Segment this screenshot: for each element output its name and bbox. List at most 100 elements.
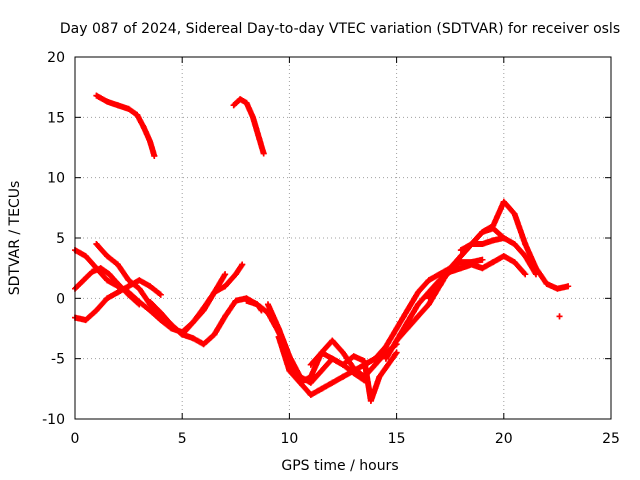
data-point (447, 265, 454, 272)
data-point (393, 349, 400, 356)
y-tick-label: 15 (47, 110, 65, 126)
data-point (286, 367, 293, 374)
data-point (436, 271, 443, 278)
data-point (511, 241, 518, 248)
data-point (151, 152, 158, 159)
data-point (367, 397, 374, 404)
data-point (200, 341, 207, 348)
data-point (415, 301, 422, 308)
data-point (457, 265, 464, 272)
y-tick-label: -5 (51, 352, 65, 368)
y-tick-label: 0 (56, 291, 65, 307)
data-point (189, 319, 196, 326)
data-point (372, 355, 379, 362)
data-point (479, 265, 486, 272)
data-point (318, 367, 325, 374)
data-point (189, 335, 196, 342)
data-point (104, 98, 111, 105)
data-point (243, 297, 250, 304)
data-point (468, 261, 475, 268)
axis-ticks: 0 5 10 15 20 25 20 15 10 5 0 -5 -10 (42, 50, 620, 447)
data-point (222, 313, 229, 320)
x-tick-label: 0 (71, 431, 80, 447)
data-point (222, 271, 229, 278)
data-point (307, 373, 314, 380)
data-point (297, 379, 304, 386)
data-point (275, 325, 282, 332)
data-point (125, 277, 132, 284)
data-point (511, 259, 518, 266)
data-points (72, 92, 572, 404)
data-point (136, 301, 143, 308)
data-point (125, 105, 132, 112)
data-point (134, 111, 141, 118)
x-axis-title: GPS time / hours (281, 458, 398, 474)
series-arc-i (307, 349, 400, 404)
data-point (200, 307, 207, 314)
data-point (500, 198, 507, 205)
data-point (404, 307, 411, 314)
data-point (340, 349, 346, 356)
data-point (275, 333, 282, 340)
series-outlier (556, 313, 563, 320)
data-point (479, 228, 486, 235)
data-point (425, 295, 432, 302)
data-point (393, 325, 400, 332)
series-arc-high-1 (93, 92, 158, 159)
data-point (114, 289, 121, 296)
data-point (147, 283, 154, 290)
data-point (490, 259, 497, 266)
x-tick-label: 15 (388, 431, 406, 447)
x-tick-label: 20 (495, 431, 513, 447)
series-arc-m (425, 198, 572, 302)
data-point (93, 92, 100, 99)
data-point (372, 361, 379, 368)
y-axis-title: SDTVAR / TECUs (7, 181, 23, 296)
data-point (93, 307, 100, 314)
data-point (468, 241, 475, 248)
data-point (457, 253, 464, 260)
y-tick-label: -10 (42, 412, 65, 428)
data-point (522, 241, 529, 248)
data-point (415, 313, 422, 320)
data-point (82, 317, 89, 324)
data-point (490, 237, 497, 244)
series-arc-k (382, 225, 507, 362)
y-tick-label: 5 (56, 231, 65, 247)
data-point (565, 283, 572, 290)
data-point (436, 283, 443, 290)
data-point (415, 289, 422, 296)
data-point (222, 283, 229, 290)
data-point (318, 385, 325, 392)
data-point (385, 361, 392, 368)
data-point (211, 331, 218, 338)
data-point (307, 361, 314, 368)
data-point (104, 277, 111, 284)
data-point (104, 295, 111, 302)
data-point (125, 291, 132, 298)
data-point (97, 265, 104, 272)
data-point (93, 241, 100, 248)
data-point (232, 297, 239, 304)
data-point (297, 373, 304, 380)
data-point (361, 361, 368, 368)
data-point (457, 247, 464, 254)
data-point (136, 277, 143, 284)
series-arc-e (147, 271, 229, 338)
data-point (157, 309, 164, 316)
data-marker-trail (425, 198, 572, 302)
data-point (237, 96, 244, 103)
data-point (136, 285, 143, 292)
data-marker-trail (382, 225, 507, 362)
data-point (114, 280, 121, 287)
data-point (264, 301, 271, 308)
data-point (511, 210, 518, 217)
x-tick-label: 5 (178, 431, 187, 447)
data-point (254, 301, 261, 308)
data-point (89, 268, 96, 275)
data-point (147, 138, 154, 145)
data-marker-trail (93, 92, 158, 159)
data-point (140, 123, 147, 130)
data-point (230, 102, 237, 109)
data-point (393, 337, 400, 344)
